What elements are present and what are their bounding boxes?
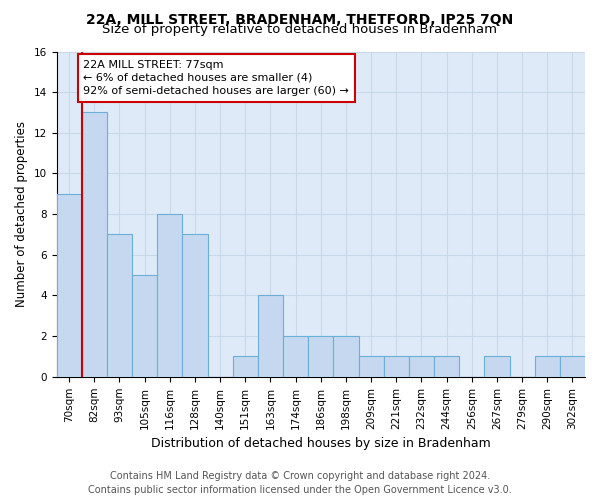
Text: Contains HM Land Registry data © Crown copyright and database right 2024.
Contai: Contains HM Land Registry data © Crown c… bbox=[88, 471, 512, 495]
Y-axis label: Number of detached properties: Number of detached properties bbox=[15, 121, 28, 307]
Bar bbox=[308, 336, 334, 377]
X-axis label: Distribution of detached houses by size in Bradenham: Distribution of detached houses by size … bbox=[151, 437, 491, 450]
Bar bbox=[484, 356, 509, 377]
Bar bbox=[132, 275, 157, 377]
Bar bbox=[182, 234, 208, 377]
Bar bbox=[258, 296, 283, 377]
Bar bbox=[107, 234, 132, 377]
Text: Size of property relative to detached houses in Bradenham: Size of property relative to detached ho… bbox=[103, 22, 497, 36]
Bar bbox=[383, 356, 409, 377]
Text: 22A MILL STREET: 77sqm
← 6% of detached houses are smaller (4)
92% of semi-detac: 22A MILL STREET: 77sqm ← 6% of detached … bbox=[83, 60, 349, 96]
Bar bbox=[283, 336, 308, 377]
Text: 22A, MILL STREET, BRADENHAM, THETFORD, IP25 7QN: 22A, MILL STREET, BRADENHAM, THETFORD, I… bbox=[86, 12, 514, 26]
Bar bbox=[157, 214, 182, 377]
Bar bbox=[334, 336, 359, 377]
Bar bbox=[560, 356, 585, 377]
Bar bbox=[409, 356, 434, 377]
Bar bbox=[233, 356, 258, 377]
Bar bbox=[359, 356, 383, 377]
Bar bbox=[434, 356, 459, 377]
Bar bbox=[56, 194, 82, 377]
Bar bbox=[535, 356, 560, 377]
Bar bbox=[82, 112, 107, 377]
